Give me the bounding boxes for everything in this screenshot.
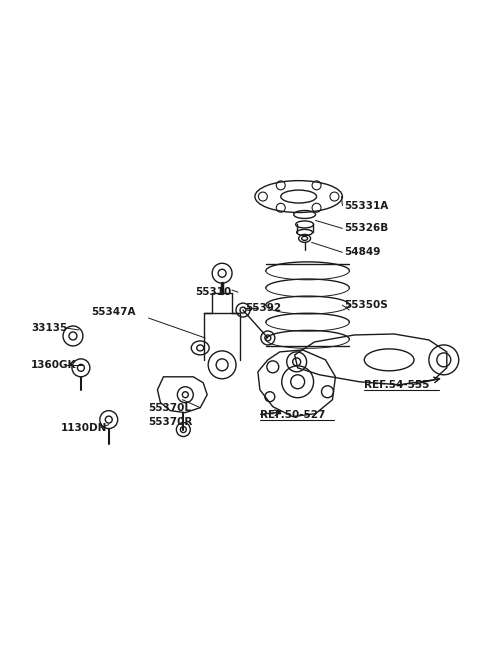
Text: 55331A: 55331A — [344, 200, 389, 210]
Text: REF.54-555: REF.54-555 — [364, 380, 430, 390]
Text: 55370L: 55370L — [148, 403, 192, 413]
Text: 55310: 55310 — [195, 287, 231, 297]
Text: 1130DN: 1130DN — [61, 422, 108, 432]
Text: 55370R: 55370R — [148, 417, 193, 426]
Text: 55347A: 55347A — [91, 307, 135, 317]
Text: REF.50-527: REF.50-527 — [260, 409, 325, 420]
Text: 54849: 54849 — [344, 248, 381, 257]
Text: 1360GK: 1360GK — [31, 360, 77, 370]
Text: 55350S: 55350S — [344, 300, 388, 310]
Text: 33135: 33135 — [31, 323, 68, 333]
Text: 55326B: 55326B — [344, 223, 389, 233]
Text: 55392: 55392 — [245, 303, 281, 313]
